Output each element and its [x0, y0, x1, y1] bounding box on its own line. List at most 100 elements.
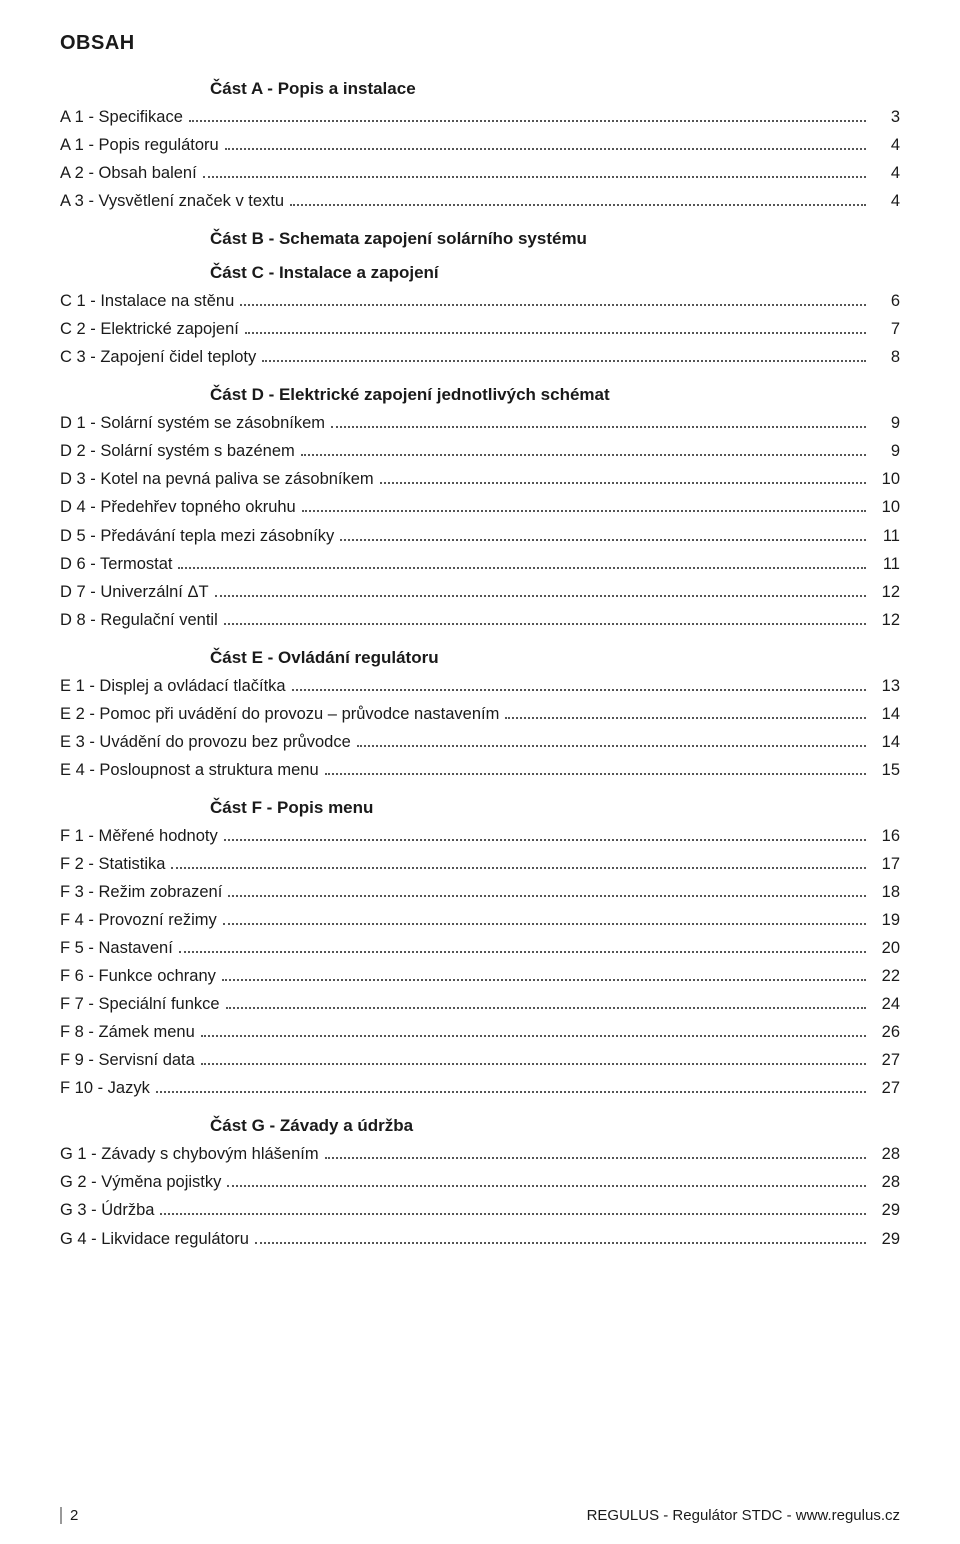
toc-dots [245, 319, 866, 334]
toc-dots [331, 413, 866, 428]
toc-section-heading: Část A - Popis a instalace [210, 79, 900, 99]
toc-dots [203, 163, 866, 178]
toc-dots [156, 1078, 866, 1093]
toc-row: F 4 - Provozní režimy19 [60, 906, 900, 934]
toc-dots [325, 760, 866, 775]
toc-row: F 3 - Režim zobrazení 18 [60, 878, 900, 906]
toc-page-number: 18 [872, 878, 900, 906]
toc-page-number: 26 [872, 1018, 900, 1046]
toc-row: D 4 - Předehřev topného okruhu 10 [60, 493, 900, 521]
toc-row: E 1 - Displej a ovládací tlačítka13 [60, 672, 900, 700]
toc-row: C 1 - Instalace na stěnu 6 [60, 287, 900, 315]
toc-page-number: 17 [872, 850, 900, 878]
toc-row: G 1 - Závady s chybovým hlášením 28 [60, 1140, 900, 1168]
toc-label: D 6 - Termostat [60, 550, 172, 578]
toc-label: D 4 - Předehřev topného okruhu [60, 493, 296, 521]
toc-page-number: 27 [872, 1074, 900, 1102]
toc-row: E 4 - Posloupnost a struktura menu15 [60, 756, 900, 784]
toc-dots [178, 554, 866, 569]
toc-dots [160, 1201, 866, 1216]
toc-page-number: 10 [872, 465, 900, 493]
toc-dots [240, 291, 866, 306]
toc-page-number: 3 [872, 103, 900, 131]
toc-page-number: 11 [872, 550, 900, 578]
toc-label: F 4 - Provozní režimy [60, 906, 217, 934]
toc-label: E 3 - Uvádění do provozu bez průvodce [60, 728, 351, 756]
toc-label: F 7 - Speciální funkce [60, 990, 220, 1018]
toc-label: A 1 - Popis regulátoru [60, 131, 219, 159]
toc-page-number: 10 [872, 493, 900, 521]
toc-row: A 2 - Obsah balení 4 [60, 159, 900, 187]
toc-label: D 8 - Regulační ventil [60, 606, 218, 634]
toc-label: D 3 - Kotel na pevná paliva se zásobníke… [60, 465, 374, 493]
toc-page-number: 7 [872, 315, 900, 343]
toc-dots [201, 1022, 866, 1037]
toc-row: E 2 - Pomoc při uvádění do provozu – prů… [60, 700, 900, 728]
toc-page-number: 24 [872, 990, 900, 1018]
toc-page-number: 29 [872, 1225, 900, 1253]
toc-dots [302, 498, 866, 513]
toc-dots [189, 107, 866, 122]
toc-dots [227, 1173, 866, 1188]
toc-section-heading: Část F - Popis menu [210, 798, 900, 818]
toc-label: F 9 - Servisní data [60, 1046, 195, 1074]
toc-label: D 1 - Solární systém se zásobníkem [60, 409, 325, 437]
toc-page-number: 8 [872, 343, 900, 371]
toc-row: D 6 - Termostat 11 [60, 550, 900, 578]
toc-page-number: 27 [872, 1046, 900, 1074]
table-of-contents: Část A - Popis a instalaceA 1 - Specifik… [60, 79, 900, 1253]
toc-dots [215, 582, 866, 597]
toc-row: D 5 - Předávání tepla mezi zásobníky 11 [60, 522, 900, 550]
toc-dots [222, 966, 866, 981]
toc-label: C 3 - Zapojení čidel teploty [60, 343, 256, 371]
page: OBSAH Část A - Popis a instalaceA 1 - Sp… [0, 0, 960, 1544]
toc-dots [357, 732, 866, 747]
toc-dots [292, 676, 866, 691]
toc-label: A 2 - Obsah balení [60, 159, 197, 187]
footer-text: REGULUS - Regulátor STDC - www.regulus.c… [587, 1507, 900, 1524]
page-title: OBSAH [60, 32, 900, 55]
toc-row: F 8 - Zámek menu 26 [60, 1018, 900, 1046]
toc-dots [505, 704, 866, 719]
toc-section-heading: Část C - Instalace a zapojení [210, 263, 900, 283]
toc-label: F 3 - Režim zobrazení [60, 878, 222, 906]
toc-label: D 5 - Předávání tepla mezi zásobníky [60, 522, 334, 550]
toc-page-number: 4 [872, 159, 900, 187]
toc-row: C 2 - Elektrické zapojení 7 [60, 315, 900, 343]
toc-label: F 6 - Funkce ochrany [60, 962, 216, 990]
toc-row: F 9 - Servisní data 27 [60, 1046, 900, 1074]
toc-page-number: 29 [872, 1196, 900, 1224]
toc-label: C 2 - Elektrické zapojení [60, 315, 239, 343]
toc-page-number: 9 [872, 409, 900, 437]
toc-page-number: 20 [872, 934, 900, 962]
toc-row: D 7 - Univerzální ΔT 12 [60, 578, 900, 606]
toc-dots [340, 526, 866, 541]
page-number: 2 [60, 1507, 78, 1524]
toc-dots [255, 1229, 866, 1244]
toc-label: C 1 - Instalace na stěnu [60, 287, 234, 315]
toc-row: G 4 - Likvidace regulátoru 29 [60, 1225, 900, 1253]
toc-page-number: 14 [872, 728, 900, 756]
toc-label: G 1 - Závady s chybovým hlášením [60, 1140, 319, 1168]
toc-dots [262, 347, 866, 362]
toc-row: G 2 - Výměna pojistky28 [60, 1168, 900, 1196]
toc-row: F 10 - Jazyk27 [60, 1074, 900, 1102]
toc-page-number: 28 [872, 1140, 900, 1168]
toc-page-number: 11 [872, 522, 900, 550]
toc-label: F 1 - Měřené hodnoty [60, 822, 218, 850]
toc-label: F 2 - Statistika [60, 850, 165, 878]
toc-row: E 3 - Uvádění do provozu bez průvodce 14 [60, 728, 900, 756]
toc-page-number: 12 [872, 578, 900, 606]
toc-label: F 8 - Zámek menu [60, 1018, 195, 1046]
toc-dots [224, 610, 866, 625]
toc-row: D 1 - Solární systém se zásobníkem 9 [60, 409, 900, 437]
toc-label: D 7 - Univerzální ΔT [60, 578, 209, 606]
toc-page-number: 6 [872, 287, 900, 315]
toc-dots [224, 826, 866, 841]
toc-dots [228, 882, 866, 897]
toc-label: E 2 - Pomoc při uvádění do provozu – prů… [60, 700, 499, 728]
toc-label: G 4 - Likvidace regulátoru [60, 1225, 249, 1253]
toc-dots [226, 994, 866, 1009]
toc-section-heading: Část E - Ovládání regulátoru [210, 648, 900, 668]
toc-label: G 3 - Údržba [60, 1196, 154, 1224]
